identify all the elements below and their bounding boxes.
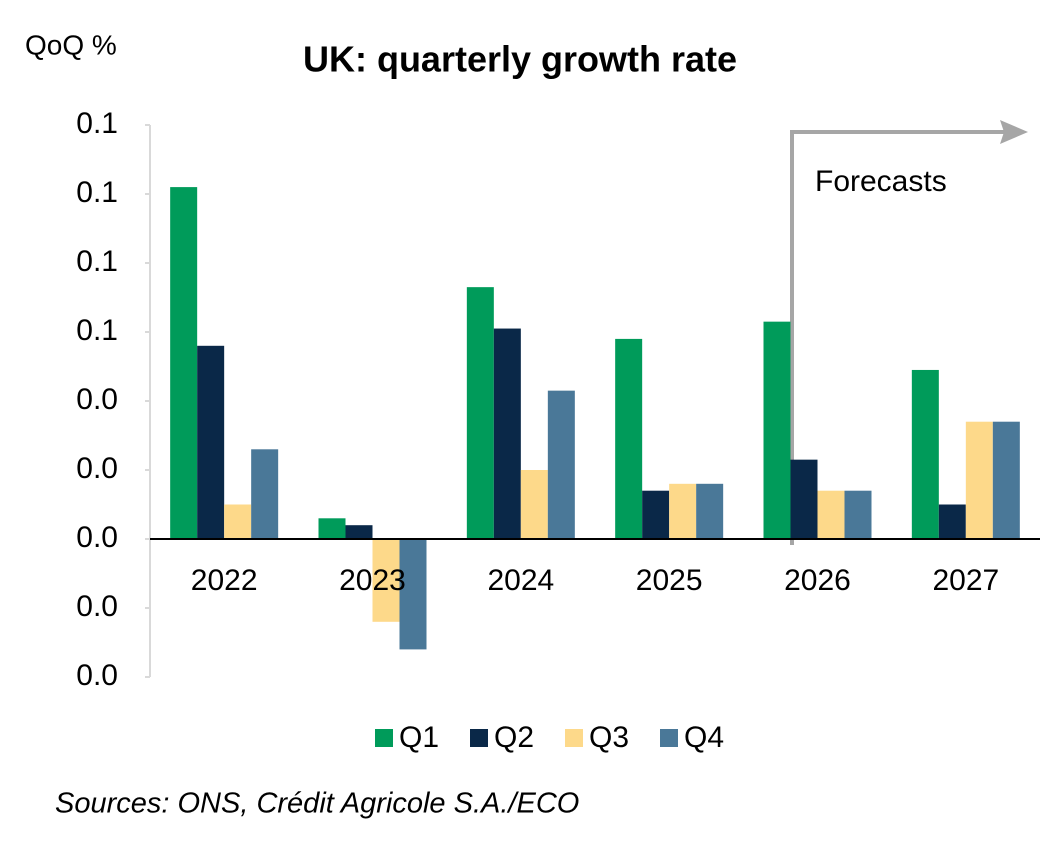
chart-title: UK: quarterly growth rate	[303, 39, 737, 80]
legend-swatch	[660, 729, 678, 747]
legend-swatch	[565, 729, 583, 747]
y-tick-label: 0.1	[76, 314, 118, 347]
y-tick-label: 0.1	[76, 107, 118, 140]
y-tick-label: 0.0	[76, 590, 118, 623]
x-tick-label: 2022	[191, 564, 258, 597]
bar	[197, 345, 225, 539]
bar	[844, 490, 872, 539]
bar	[615, 338, 643, 539]
y-axis-label: QoQ %	[25, 29, 117, 60]
bar	[318, 518, 346, 539]
bar	[170, 187, 198, 539]
forecast-arrow-head	[1000, 120, 1028, 144]
x-tick-label: 2023	[339, 564, 406, 597]
legend-label: Q3	[589, 721, 629, 754]
y-tick-label: 0.1	[76, 245, 118, 278]
y-tick-label: 0.1	[76, 176, 118, 209]
bar	[763, 321, 791, 539]
bar	[520, 470, 548, 539]
bar	[372, 539, 400, 622]
legend-swatch	[470, 729, 488, 747]
y-tick-label: 0.0	[76, 521, 118, 554]
bar	[992, 421, 1020, 539]
bar	[399, 539, 427, 650]
bar	[817, 490, 845, 539]
bar	[938, 504, 966, 539]
legend-label: Q1	[399, 721, 439, 754]
forecast-arrow	[790, 130, 1015, 545]
x-tick-label: 2026	[784, 564, 851, 597]
x-tick-label: 2027	[932, 564, 999, 597]
y-tick-label: 0.0	[76, 659, 118, 692]
bar	[911, 369, 939, 539]
y-tick-label: 0.0	[76, 383, 118, 416]
legend-swatch	[375, 729, 393, 747]
legend-label: Q4	[684, 721, 724, 754]
bar	[466, 287, 494, 539]
bar	[965, 421, 993, 539]
bar	[642, 490, 670, 539]
annotation: Forecasts	[815, 165, 947, 198]
y-tick-label: 0.0	[76, 452, 118, 485]
bar	[696, 483, 724, 539]
x-tick-label: 2025	[636, 564, 703, 597]
bar	[251, 449, 279, 539]
bar	[790, 459, 818, 539]
bar	[493, 328, 521, 539]
bar	[669, 483, 697, 539]
legend-label: Q2	[494, 721, 534, 754]
bar	[547, 390, 575, 539]
bar	[345, 525, 373, 539]
bar	[224, 504, 252, 539]
x-tick-label: 2024	[487, 564, 554, 597]
source: Sources: ONS, Crédit Agricole S.A./ECO	[55, 788, 579, 820]
